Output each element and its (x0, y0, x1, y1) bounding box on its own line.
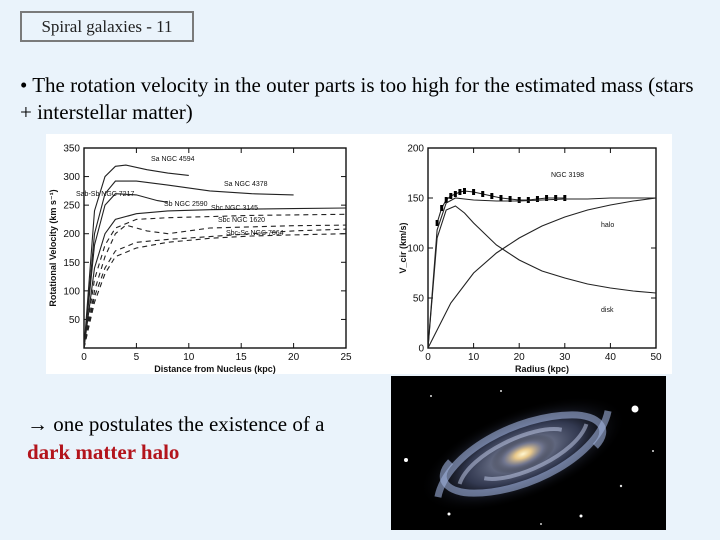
rotation-curves-figure: 0 5 10 15 20 25 50 100 150 200 250 300 350 Distance f… (46, 134, 672, 374)
series-line-2 (427, 197, 657, 349)
data-point (526, 197, 530, 203)
plot-frame (427, 147, 657, 349)
y-tick-label: 50 (413, 294, 425, 305)
x-tick-label: 10 (468, 352, 480, 363)
series-line-7 (83, 228, 347, 349)
curve-annotation: Sa NGC 4378 (224, 181, 268, 188)
curve-annotation: Sbc NGC 1620 (218, 217, 265, 224)
x-tick-label: 25 (340, 352, 352, 363)
y-tick-label: 50 (69, 315, 81, 326)
curve-annotation: NGC 3198 (551, 172, 584, 179)
x-tick-label: 10 (183, 352, 195, 363)
series-line-4 (427, 197, 656, 349)
series-line-8 (83, 233, 347, 349)
plot-frame (83, 147, 347, 349)
x-tick-label: 5 (134, 352, 140, 363)
data-point (499, 195, 503, 201)
x-tick-label: 15 (236, 352, 248, 363)
series-line-4 (83, 207, 347, 349)
data-point (535, 196, 539, 202)
y-tick-label: 250 (63, 201, 80, 212)
series-line-6 (83, 224, 347, 349)
curve-annotation: Sa NGC 4594 (151, 156, 195, 163)
x-tick-label: 20 (288, 352, 300, 363)
y-axis-label: V_cir (km/s) (398, 222, 408, 273)
x-axis-label: Radius (kpc) (515, 364, 569, 374)
x-tick-label: 30 (559, 352, 571, 363)
chart-panel-2: 0 10 20 30 40 50 0 50 100 150 200 Radius (kpc) V_cir… (398, 144, 662, 375)
y-tick-label: 350 (63, 144, 80, 155)
dark-matter-halo-highlight: dark matter halo (27, 440, 180, 464)
data-point (444, 197, 448, 203)
curve-annotation: halo (601, 222, 614, 229)
data-point (545, 195, 549, 201)
series-line-3 (427, 205, 657, 349)
y-tick-label: 200 (63, 229, 80, 240)
data-point (435, 220, 439, 226)
spiral-galaxy-photo-icon (404, 390, 654, 525)
x-tick-label: 0 (81, 352, 87, 363)
data-point (458, 189, 462, 195)
data-point (449, 193, 453, 199)
y-tick-label: 200 (407, 144, 424, 155)
x-axis-label: Distance from Nucleus (kpc) (154, 364, 276, 374)
y-tick-label: 150 (63, 258, 80, 269)
y-tick-label: 300 (63, 172, 80, 183)
x-tick-label: 20 (514, 352, 526, 363)
data-point (481, 191, 485, 197)
data-point (554, 195, 558, 201)
curve-annotation: Sab-Sb NGC 7217 (76, 191, 134, 198)
data-point (517, 197, 521, 203)
galaxy-photo (391, 376, 666, 530)
series-line-5 (83, 213, 347, 349)
series-line-1 (83, 164, 189, 349)
slide-title-text: Spiral galaxies - 11 (41, 16, 173, 36)
curve-annotation: Sb NGC 2590 (164, 201, 208, 208)
chart-panel-1: 0 5 10 15 20 25 50 100 150 200 250 300 350 Distance f… (48, 144, 352, 375)
x-tick-label: 0 (425, 352, 431, 363)
data-point (472, 189, 476, 195)
bullet-text: The rotation velocity in the outer parts… (20, 73, 694, 124)
y-tick-label: 100 (407, 244, 424, 255)
bullet-mark: • (20, 73, 28, 97)
y-tick-label: 100 (63, 286, 80, 297)
curve-annotation: Sbc NGC 3145 (211, 205, 258, 212)
data-point (508, 196, 512, 202)
series-line-2 (83, 180, 294, 349)
x-tick-label: 40 (605, 352, 617, 363)
slide-title: Spiral galaxies - 11 (20, 11, 194, 42)
x-tick-label: 50 (650, 352, 662, 363)
data-point (490, 193, 494, 199)
dark-matter-note: → one postulates the existence of a dark… (27, 410, 367, 466)
series-line-3 (83, 193, 168, 349)
data-point (440, 205, 444, 211)
data-point (453, 191, 457, 197)
curve-annotation: Sbc-Sc NGC 7664 (226, 230, 284, 237)
bullet-point: • The rotation velocity in the outer par… (20, 72, 700, 126)
y-tick-label: 150 (407, 194, 424, 205)
note-prefix: → one postulates the existence of a (27, 412, 325, 436)
data-point (462, 188, 466, 194)
data-point (563, 195, 567, 201)
y-axis-label: Rotational Velocity (km s⁻¹) (48, 189, 58, 306)
curve-annotation: disk (601, 307, 614, 314)
y-tick-label: 0 (418, 344, 424, 355)
